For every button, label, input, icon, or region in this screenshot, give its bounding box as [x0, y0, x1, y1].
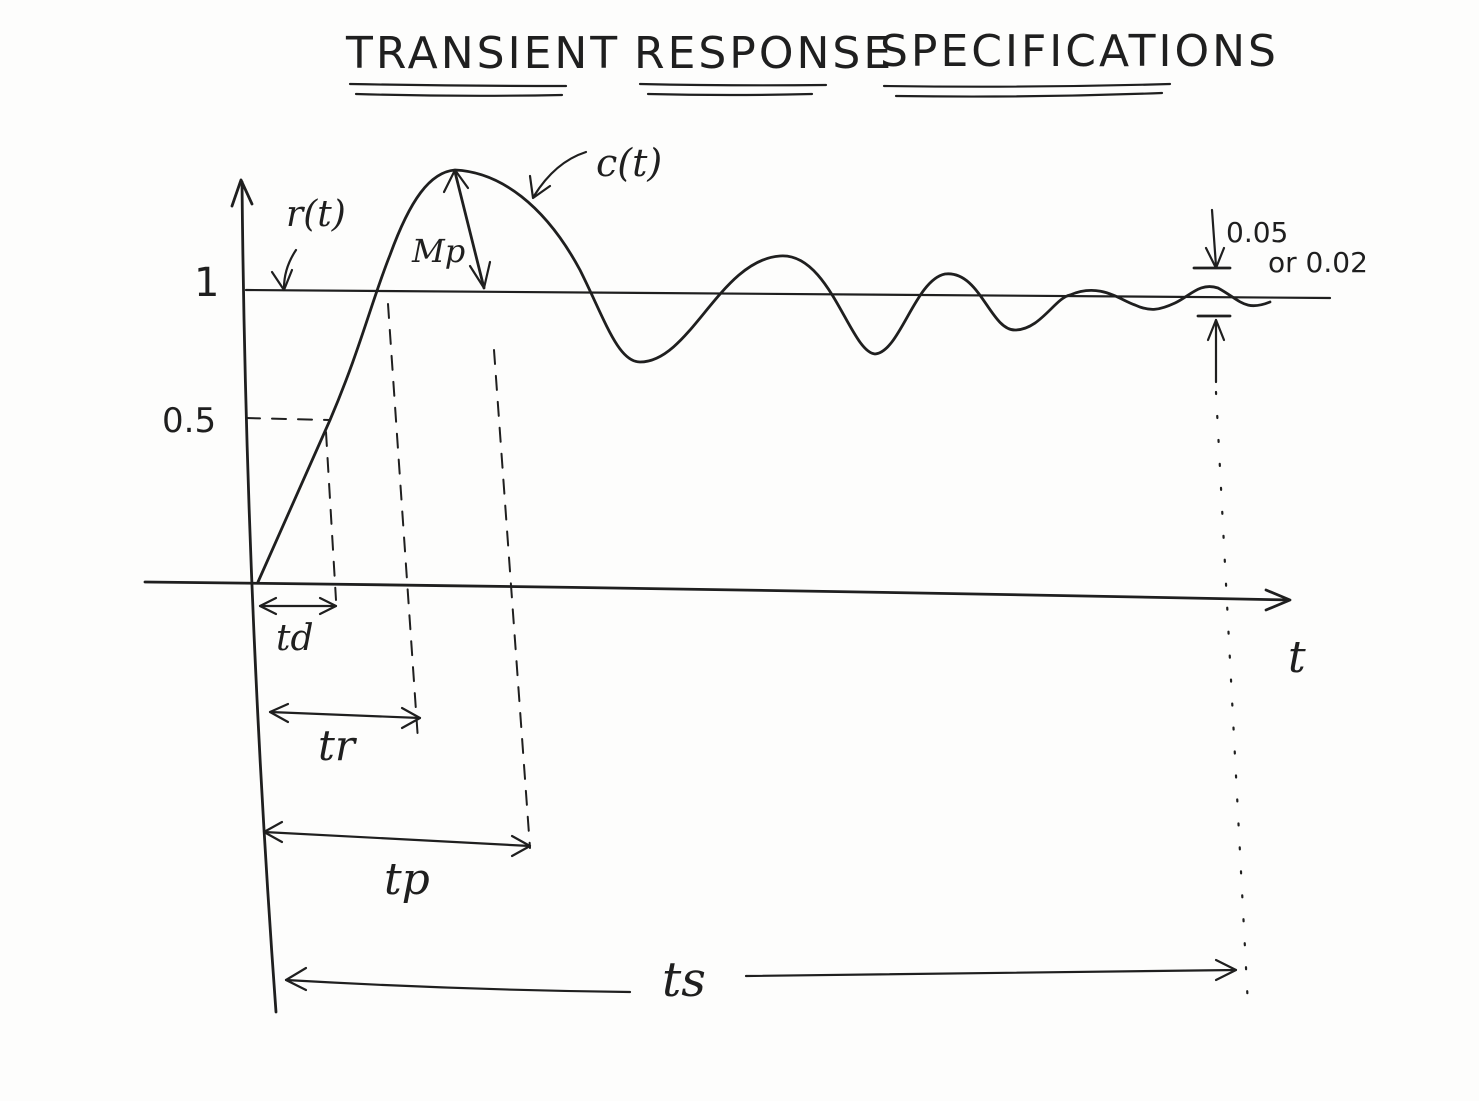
drop-line-delay-time: [325, 431, 337, 601]
drop-line-rise-time: [387, 303, 419, 741]
delay-time-arrowhead-left: [258, 596, 278, 616]
x-axis: [143, 580, 1290, 602]
y-tick-label-0-5: 0.5: [162, 401, 216, 441]
output-label-group: c(t): [528, 141, 662, 200]
rise-time-group: tr: [268, 702, 422, 770]
y-ticks-group: 1 0.5: [162, 260, 331, 441]
drop-line-settling-time: [1214, 390, 1250, 1008]
overshoot-arrowhead-top: [442, 168, 470, 194]
response-curve-c-t: [256, 168, 1272, 584]
title-word-specifications: SPECIFICATIONS: [880, 26, 1279, 77]
output-label-c-t: c(t): [596, 141, 662, 185]
y-tick-label-1: 1: [194, 260, 219, 306]
settling-time-arrow-right-segment: [744, 968, 1238, 978]
tolerance-group: 0.05 or 0.02: [1192, 208, 1368, 384]
overshoot-arrowhead-bottom: [468, 260, 492, 290]
x-axis-label-t: t: [1288, 632, 1306, 683]
title-underline-1b: [354, 92, 564, 97]
x-axis-arrowhead: [1264, 588, 1292, 612]
axes-group: [143, 178, 1332, 1014]
title-underline-3b: [894, 91, 1164, 98]
output-pointer-arrow: [532, 150, 588, 198]
input-pointer-arrowhead: [270, 268, 294, 292]
title-underline-3a: [882, 82, 1172, 88]
rise-time-label-tr: tr: [318, 721, 358, 770]
y-axis: [240, 180, 278, 1014]
delay-time-group: td: [258, 596, 338, 659]
peak-time-arrow: [262, 830, 532, 848]
rise-time-arrowhead-right: [400, 706, 422, 730]
title-underline-1a: [348, 82, 568, 88]
tolerance-arrow-top-line: [1210, 208, 1218, 268]
rise-time-arrowhead-left: [268, 702, 290, 724]
drop-line-peak-time: [493, 349, 531, 849]
overshoot-label-mp: Mp: [411, 232, 465, 270]
settling-time-arrowhead-right: [1214, 958, 1238, 982]
title-word-transient: TRANSIENT: [345, 28, 620, 79]
reference-line-level-1: [244, 288, 1332, 300]
output-pointer-arrowhead: [528, 174, 552, 200]
y-axis-arrowhead: [230, 178, 254, 208]
overshoot-double-arrow-line: [453, 170, 486, 290]
title-underline-2a: [638, 82, 828, 87]
overshoot-group: Mp: [411, 168, 492, 290]
tolerance-label-0-02: or 0.02: [1268, 246, 1368, 279]
title-group: TRANSIENT RESPONSE SPECIFICATIONS: [345, 26, 1279, 98]
peak-time-group: tp: [262, 820, 532, 905]
tolerance-arrow-bottom-head: [1206, 318, 1226, 342]
title-word-response: RESPONSE: [634, 28, 894, 79]
peak-time-arrowhead-left: [262, 820, 284, 844]
peak-time-label-tp: tp: [384, 854, 430, 905]
input-pointer-arrow: [282, 248, 298, 290]
delay-time-arrowhead-right: [318, 596, 338, 616]
tolerance-label-0-05: 0.05: [1226, 216, 1288, 249]
delay-time-label-td: td: [276, 618, 314, 659]
input-label-r-t: r(t): [286, 194, 346, 235]
settling-time-group: ts: [284, 952, 1238, 1008]
title-underline-2b: [646, 92, 814, 97]
settling-time-arrow-left-segment: [284, 978, 632, 994]
input-label-group: r(t): [270, 194, 346, 292]
drop-lines-group: [325, 303, 1250, 1008]
settling-time-label-ts: ts: [662, 952, 706, 1008]
peak-time-arrowhead-right: [510, 834, 532, 858]
dashed-line-half-level: [245, 417, 331, 421]
rise-time-arrow: [268, 710, 422, 720]
settling-time-arrowhead-left: [284, 966, 308, 992]
